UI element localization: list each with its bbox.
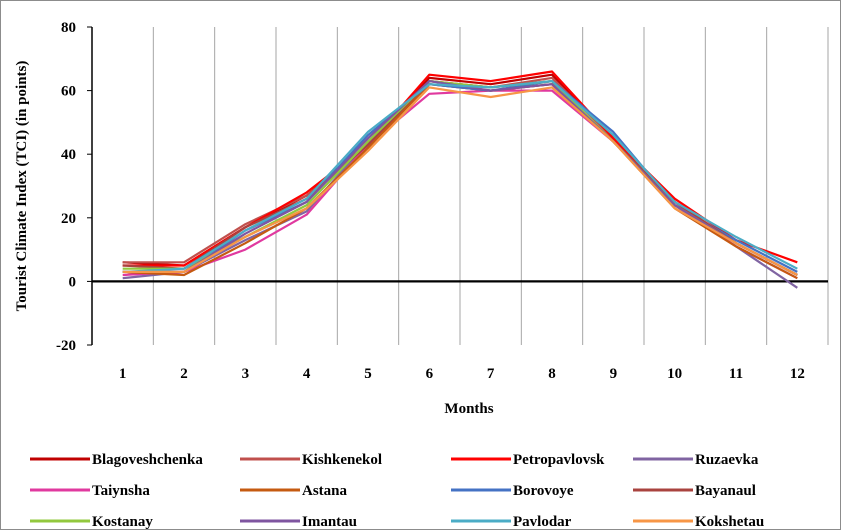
series-line [122, 86, 798, 276]
x-tick-label: 12 [790, 366, 805, 382]
y-tick-label: 60 [61, 84, 76, 100]
y-tick-label: 0 [69, 274, 77, 290]
legend-label: Ruzaevka [695, 452, 759, 468]
legend-label: Blagoveshchenka [92, 452, 203, 468]
x-tick-label: 10 [667, 366, 682, 382]
legend-label: Pavlodar [513, 514, 572, 530]
legend: Blagoveshchenka Kishkenekol Petropavlovsk R… [30, 452, 764, 530]
gridlines [152, 27, 829, 345]
legend-label: Borovoye [513, 483, 574, 499]
x-tick-label: 3 [242, 366, 250, 382]
y-tick-label: 80 [61, 20, 76, 36]
x-tick-label: 8 [548, 366, 556, 382]
y-axis-ticks: -20 0 20 40 60 80 [56, 20, 92, 354]
y-axis-title: Tourist Climate Index (TCI) (in points) [14, 61, 30, 312]
x-tick-label: 4 [303, 366, 311, 382]
x-tick-label: 5 [364, 366, 372, 382]
x-axis-ticks: 1 2 3 4 5 6 7 8 9 10 11 12 [119, 366, 805, 382]
legend-label: Petropavlovsk [513, 452, 605, 468]
legend-label: Taiynsha [92, 483, 150, 499]
x-tick-label: 1 [119, 366, 127, 382]
series-line [122, 79, 798, 273]
legend-label: Bayanaul [695, 483, 756, 499]
legend-label: Kostanay [92, 514, 153, 530]
legend-label: Kokshetau [695, 514, 764, 530]
legend-label: Astana [302, 483, 348, 499]
legend-label: Kishkenekol [302, 452, 382, 468]
x-tick-label: 9 [610, 366, 618, 382]
x-tick-label: 11 [729, 366, 743, 382]
y-tick-label: 40 [61, 147, 76, 163]
series-lines [122, 70, 798, 289]
x-tick-label: 7 [487, 366, 495, 382]
y-tick-label: 20 [61, 211, 76, 227]
x-tick-label: 2 [180, 366, 188, 382]
x-axis-title: Months [444, 401, 493, 417]
y-tick-label: -20 [56, 338, 76, 354]
axes [91, 27, 828, 345]
x-tick-label: 6 [426, 366, 434, 382]
legend-label: Imantau [302, 514, 357, 530]
